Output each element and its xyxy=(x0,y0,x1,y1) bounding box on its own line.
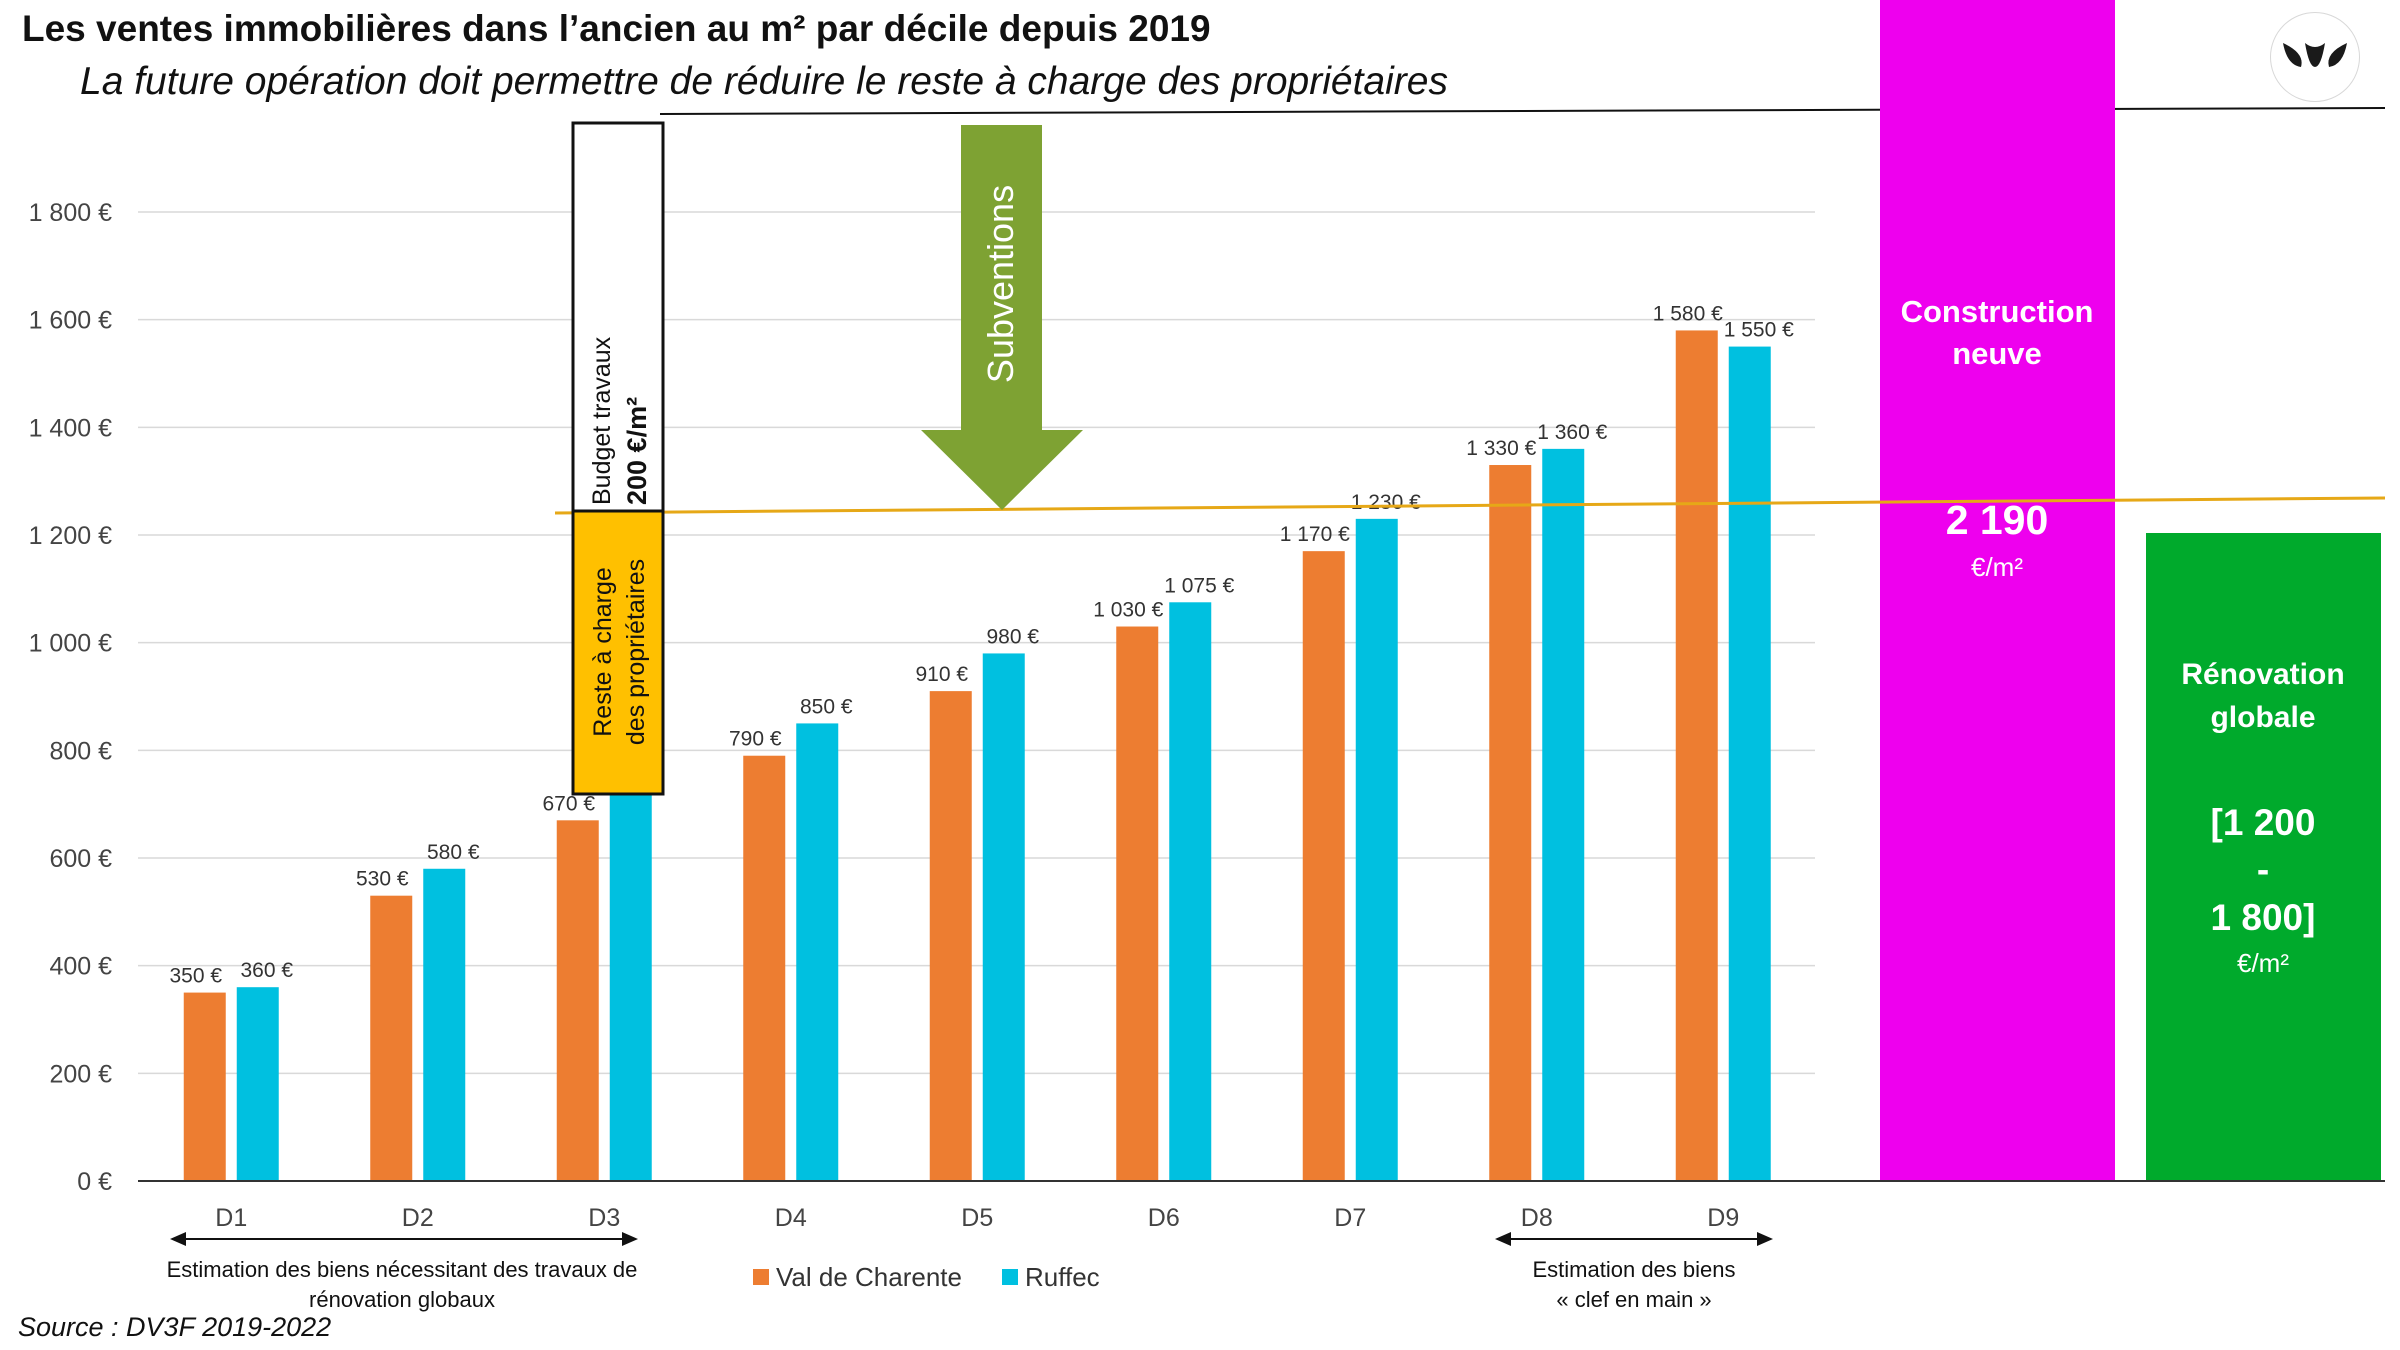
renovation-globale-range-line3: 1 800] xyxy=(2211,897,2316,938)
bar-ruffec-d5 xyxy=(982,653,1025,1181)
bar-ruffec-d6 xyxy=(1169,602,1212,1181)
bar-value-label: 1 230 € xyxy=(1351,491,1421,514)
bar-val-de-charente-d4 xyxy=(743,755,786,1181)
x-tick-label-d4: D4 xyxy=(775,1204,807,1232)
source-note: Source : DV3F 2019-2022 xyxy=(18,1312,332,1342)
budget-travaux-label-line2: 200 €/m² xyxy=(622,397,652,505)
header-underline xyxy=(659,107,2386,115)
bar-value-label: 1 075 € xyxy=(1164,574,1234,597)
range-right-label-line1: Estimation des biens xyxy=(1533,1257,1736,1282)
construction-neuve-label-line1: Construction xyxy=(1901,294,2094,329)
bar-ruffec-d9 xyxy=(1728,346,1771,1181)
renovation-globale-range-line1: [1 200 xyxy=(2211,802,2316,843)
legend-swatch-ruffec xyxy=(1002,1269,1018,1285)
legend-label-val-de-charente: Val de Charente xyxy=(776,1262,962,1292)
y-tick-label: 600 € xyxy=(49,845,112,873)
bar-value-label: 350 € xyxy=(169,965,222,988)
y-tick-label: 1 000 € xyxy=(29,630,113,658)
legend-swatch-val-de-charente xyxy=(753,1269,769,1285)
y-axis-labels: 0 € 200 € 400 € 600 € 800 € 1 000 € 1 200 € 1 4… xyxy=(29,199,113,1196)
range-arrow-left-head-start xyxy=(170,1232,186,1246)
renovation-globale-block xyxy=(2146,533,2381,1181)
y-tick-label: 200 € xyxy=(49,1060,112,1088)
budget-travaux-box xyxy=(571,121,665,513)
range-arrow-left-head-end xyxy=(622,1232,638,1246)
range-arrow-right-head-start xyxy=(1495,1232,1511,1246)
bar-value-label: 1 580 € xyxy=(1653,302,1723,325)
renovation-globale-unit: €/m² xyxy=(2237,948,2289,978)
x-tick-label-d1: D1 xyxy=(215,1204,247,1232)
x-tick-label-d8: D8 xyxy=(1521,1204,1553,1232)
reste-a-charge-label-line2: des propriétaires xyxy=(622,559,650,745)
x-tick-label-d2: D2 xyxy=(402,1204,434,1232)
bar-value-label: 1 170 € xyxy=(1280,523,1350,546)
reste-a-charge-label-line1: Reste à charge xyxy=(589,567,617,737)
subventions-arrow xyxy=(921,125,1083,510)
legend-label-ruffec: Ruffec xyxy=(1025,1262,1100,1292)
renovation-globale-label-line2: globale xyxy=(2210,701,2315,734)
bar-val-de-charente-d7 xyxy=(1302,551,1345,1181)
subventions-label: Subventions xyxy=(980,185,1021,383)
bar-value-label: 910 € xyxy=(915,663,968,686)
construction-neuve-label-line2: neuve xyxy=(1952,336,2042,371)
y-tick-label: 1 200 € xyxy=(29,522,113,550)
bar-val-de-charente-d9 xyxy=(1675,330,1718,1181)
bar-val-de-charente-d8 xyxy=(1489,465,1532,1181)
bar-value-label: 1 360 € xyxy=(1537,421,1607,444)
bar-val-de-charente-d2 xyxy=(370,895,413,1181)
renovation-globale-label-line1: Rénovation xyxy=(2181,658,2344,691)
bar-value-label: 360 € xyxy=(240,959,293,982)
x-tick-label-d7: D7 xyxy=(1334,1204,1366,1232)
page-title: Les ventes immobilières dans l’ancien au… xyxy=(22,8,1211,49)
renovation-globale-range-line2: - xyxy=(2257,849,2269,890)
y-tick-label: 400 € xyxy=(49,953,112,981)
bar-ruffec-d4 xyxy=(796,723,839,1181)
bar-val-de-charente-d6 xyxy=(1116,626,1159,1181)
bar-ruffec-d3 xyxy=(609,793,652,1181)
range-left-label-line1: Estimation des biens nécessitant des tra… xyxy=(167,1257,638,1282)
construction-neuve-block xyxy=(1880,0,2115,1181)
bar-value-label: 1 330 € xyxy=(1466,437,1536,460)
y-tick-label: 1 600 € xyxy=(29,307,113,335)
bar-value-label: 530 € xyxy=(356,868,409,891)
y-tick-label: 1 400 € xyxy=(29,414,113,442)
page-subtitle: La future opération doit permettre de ré… xyxy=(80,60,1448,103)
x-tick-label-d3: D3 xyxy=(588,1204,620,1232)
x-tick-label-d6: D6 xyxy=(1148,1204,1180,1232)
bar-value-label: 580 € xyxy=(427,841,480,864)
construction-neuve-value: 2 190 xyxy=(1946,497,2049,543)
bars xyxy=(183,330,1771,1181)
range-right-label-line2: « clef en main » xyxy=(1556,1287,1711,1312)
budget-travaux-label-line1: Budget travaux xyxy=(588,336,616,505)
x-tick-label-d5: D5 xyxy=(961,1204,993,1232)
bar-ruffec-d1 xyxy=(236,987,279,1181)
x-axis-labels: D1 D2 D3 D4 D5 D6 D7 D8 D9 xyxy=(215,1204,1739,1232)
bar-value-label: 850 € xyxy=(800,695,853,718)
three-leaves-logo-icon xyxy=(2270,12,2360,102)
bar-val-de-charente-d5 xyxy=(929,691,972,1181)
trend-line xyxy=(554,496,2386,515)
bar-val-de-charente-d3 xyxy=(556,820,599,1181)
y-tick-label: 1 800 € xyxy=(29,199,113,227)
bar-value-label: 980 € xyxy=(986,625,1039,648)
reste-a-charge-box xyxy=(571,509,665,796)
bar-ruffec-d7 xyxy=(1355,518,1398,1181)
bar-value-labels: 350 € 360 € 530 € 580 € 670 € 790 € 850 € 910 €… xyxy=(169,302,1794,987)
range-left-label-line2: rénovation globaux xyxy=(309,1287,495,1312)
bar-value-label: 670 € xyxy=(542,792,595,815)
bar-value-label: 1 550 € xyxy=(1724,319,1794,342)
y-tick-label: 800 € xyxy=(49,737,112,765)
bar-value-label: 1 030 € xyxy=(1093,599,1163,622)
range-arrow-right-head-end xyxy=(1757,1232,1773,1246)
construction-neuve-unit: €/m² xyxy=(1971,552,2023,582)
bar-ruffec-d8 xyxy=(1542,448,1585,1181)
bar-ruffec-d2 xyxy=(423,868,466,1181)
bar-value-label: 790 € xyxy=(729,728,782,751)
y-tick-label: 0 € xyxy=(77,1168,112,1196)
bar-val-de-charente-d1 xyxy=(183,992,226,1181)
x-tick-label-d9: D9 xyxy=(1707,1204,1739,1232)
